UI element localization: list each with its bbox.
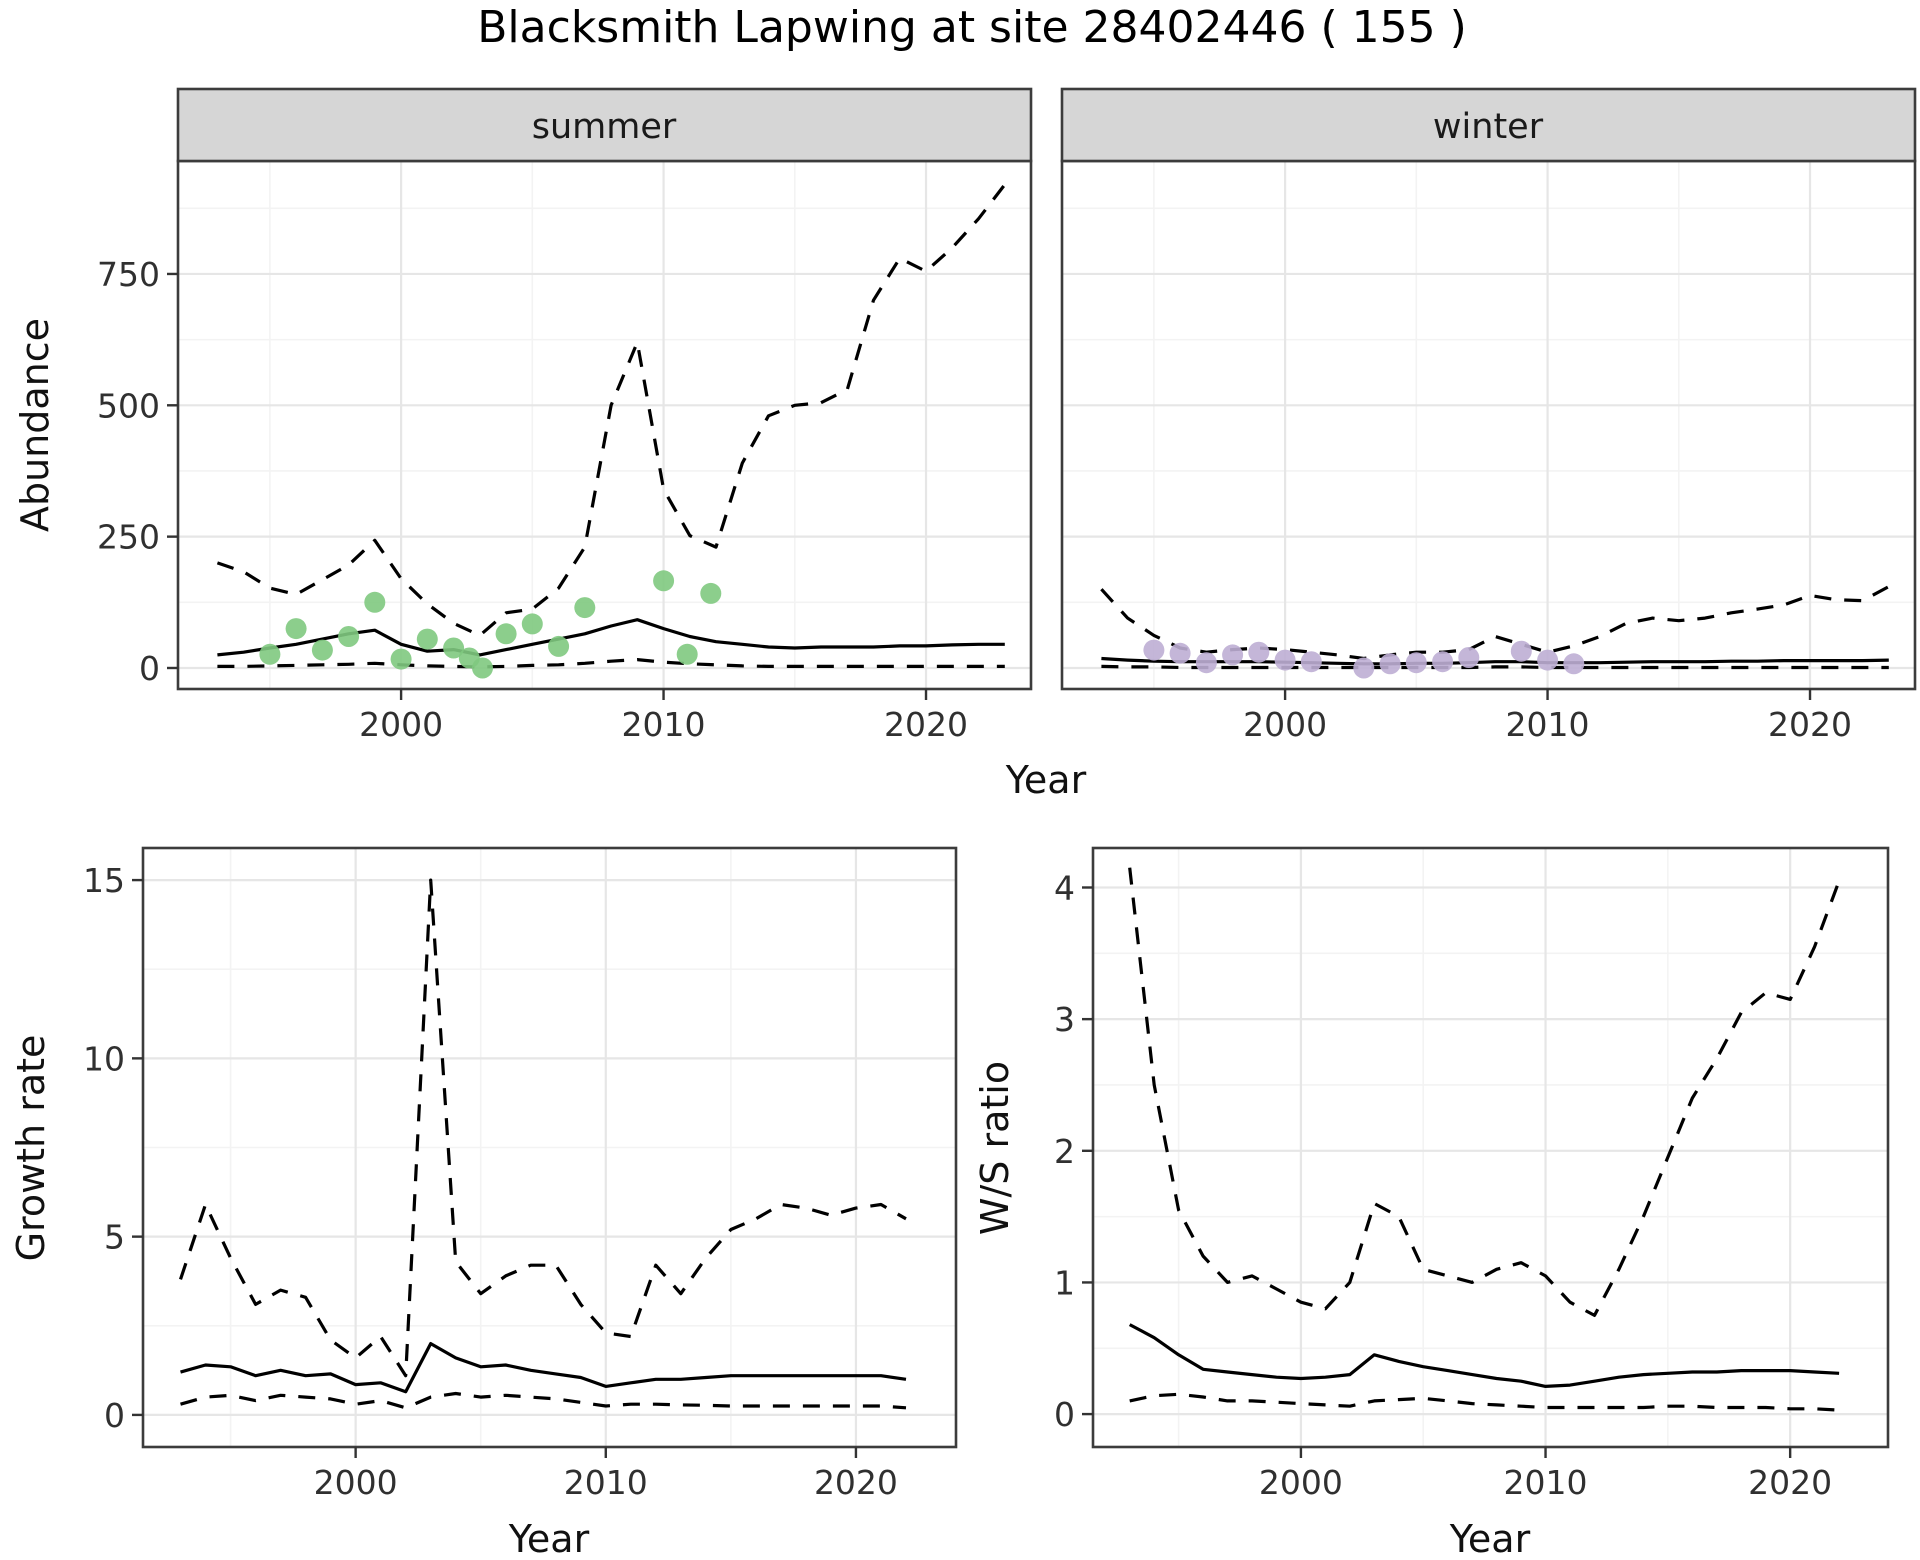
growth-rate-axis-title: Growth rate xyxy=(9,1035,53,1262)
data-point xyxy=(1300,651,1322,673)
panel-growth-rate: 2000 2010 2020 0 5 10 15 xyxy=(83,846,958,1502)
y-tick-label: 3 xyxy=(1054,1000,1075,1039)
abundance-axis-title: Abundance xyxy=(13,318,57,532)
abundance-winter-observed-counts xyxy=(1143,639,1585,679)
series-upper-credible xyxy=(216,183,1007,638)
data-point xyxy=(548,635,570,657)
facet-strip xyxy=(176,87,1033,163)
series-upper-credible xyxy=(1128,867,1841,1318)
chart-title: Blacksmith Lapwing at site 28402446 ( 15… xyxy=(477,2,1466,53)
series-lower-credible xyxy=(1101,664,1889,670)
data-point xyxy=(676,643,698,665)
x-tick-label: 2000 xyxy=(314,1463,398,1502)
y-tick-label: 0 xyxy=(104,1396,125,1435)
facet-label-winter: winter xyxy=(1433,107,1544,147)
panel-abundance-winter: 2000 2010 2020 xyxy=(1060,87,1917,744)
data-point xyxy=(1274,649,1296,671)
y-tick-label: 2 xyxy=(1054,1132,1075,1171)
x-tick-label: 2000 xyxy=(359,705,443,744)
data-point xyxy=(1248,641,1270,663)
x-tick-label: 2020 xyxy=(1768,705,1852,744)
x-tick-label: 2000 xyxy=(1243,705,1327,744)
x-tick-label: 2020 xyxy=(814,1463,898,1502)
series-median xyxy=(1128,1323,1840,1389)
data-point xyxy=(1537,649,1559,671)
panel-ws-ratio: 2000 2010 2020 0 1 2 3 4 xyxy=(1054,846,1890,1502)
data-point xyxy=(1379,653,1401,675)
data-point xyxy=(259,643,281,665)
y-tick-label: 4 xyxy=(1054,868,1075,907)
data-point xyxy=(390,648,412,670)
data-point xyxy=(1222,644,1244,666)
abundance-summer-observed-counts xyxy=(259,570,722,679)
data-point xyxy=(521,613,543,635)
facet-label-summer: summer xyxy=(532,107,677,147)
x-tick-label: 2020 xyxy=(884,705,968,744)
growth-x-axis-title: Year xyxy=(508,1517,590,1560)
data-point xyxy=(338,626,360,647)
data-point xyxy=(495,623,517,645)
data-point xyxy=(364,591,386,613)
data-point xyxy=(1353,657,1375,679)
y-tick-label: 15 xyxy=(83,861,125,900)
y-tick-label: 5 xyxy=(104,1218,125,1257)
panel-border xyxy=(1091,846,1890,1449)
series-lower-credible xyxy=(180,1391,907,1410)
data-point xyxy=(1432,651,1454,673)
data-point xyxy=(700,582,722,604)
y-tick-label: 0 xyxy=(1054,1395,1075,1434)
facet-strip xyxy=(1060,87,1917,163)
x-tick-label: 2010 xyxy=(1506,705,1590,744)
series-lower-credible xyxy=(217,657,1005,669)
ws-x-axis-title: Year xyxy=(1449,1517,1531,1560)
panel-background xyxy=(1062,161,1915,689)
x-tick-label: 2010 xyxy=(564,1463,648,1502)
x-tick-label: 2000 xyxy=(1259,1463,1343,1502)
data-point xyxy=(472,657,493,679)
y-tick-label: 500 xyxy=(97,386,160,425)
y-tick-label: 1 xyxy=(1054,1263,1075,1302)
data-point xyxy=(1169,642,1191,664)
panel-background xyxy=(1093,848,1888,1447)
data-point xyxy=(1143,639,1165,661)
series-median xyxy=(180,1341,907,1394)
ws-ratio-axis-title: W/S ratio xyxy=(973,1061,1017,1235)
series-upper-credible xyxy=(178,878,907,1378)
panel-abundance-summer: 2000 2010 2020 0 250 500 750 xyxy=(97,87,1033,744)
panel-border xyxy=(141,846,958,1449)
data-point xyxy=(416,628,438,650)
data-point xyxy=(1405,652,1427,674)
x-tick-label: 2010 xyxy=(622,705,706,744)
top-x-axis-title: Year xyxy=(1005,758,1087,802)
data-point xyxy=(653,570,675,592)
y-tick-label: 750 xyxy=(97,255,160,294)
data-point xyxy=(1510,640,1532,662)
data-point xyxy=(1195,652,1217,674)
x-tick-label: 2020 xyxy=(1748,1463,1832,1502)
data-point xyxy=(1458,647,1480,668)
data-point xyxy=(574,597,596,619)
data-point xyxy=(1563,653,1585,675)
data-point xyxy=(443,637,465,659)
x-tick-label: 2010 xyxy=(1504,1463,1588,1502)
panel-background xyxy=(178,161,1031,689)
y-tick-label: 250 xyxy=(97,518,160,557)
data-point xyxy=(285,618,307,640)
y-tick-label: 0 xyxy=(139,649,160,688)
y-tick-label: 10 xyxy=(83,1039,125,1078)
data-point xyxy=(311,639,333,661)
